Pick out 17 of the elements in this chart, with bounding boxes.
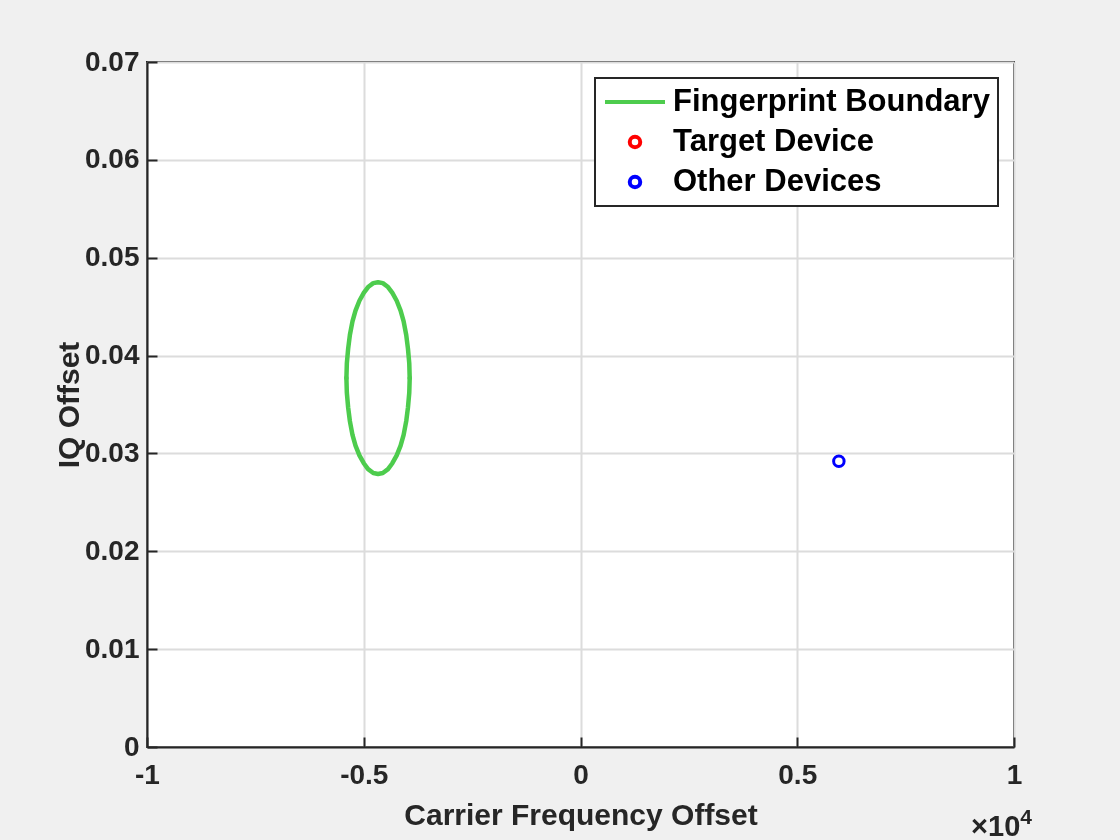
y-tick-label: 0.06: [85, 143, 140, 175]
y-tick-label: 0.05: [85, 241, 140, 273]
x-axis-title: Carrier Frequency Offset: [404, 797, 758, 831]
legend-label: Other Devices: [673, 163, 882, 198]
text: ×10$^{4}$: [971, 805, 1032, 840]
y-tick-label: 0.04: [85, 339, 140, 371]
legend-label: Fingerprint Boundary: [673, 83, 991, 118]
y-tick-label: 0.01: [85, 632, 140, 664]
x-tick-label: 0.5: [778, 758, 818, 790]
y-axis-title: IQ Offset: [51, 341, 85, 469]
y-tick-label: 0.07: [85, 45, 140, 77]
y-tick-label: 0.02: [85, 534, 140, 566]
y-tick-label: 0.03: [85, 436, 140, 468]
x-tick-label: -0.5: [340, 758, 389, 790]
x-tick-label: 0: [573, 758, 589, 790]
legend-label: Target Device: [673, 123, 875, 158]
x-tick-label: 1: [1006, 758, 1023, 790]
